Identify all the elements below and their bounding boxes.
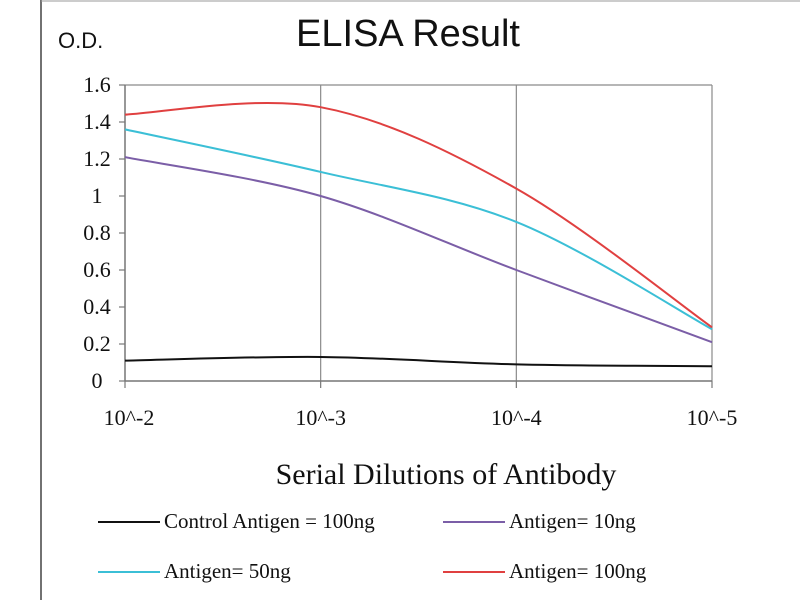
- grid-lines: [125, 84, 713, 381]
- legend-label: Antigen= 100ng: [509, 559, 647, 583]
- x-tick-label: 10^-3: [295, 405, 346, 430]
- x-tick-label: 10^-4: [491, 405, 542, 430]
- series-lines: [124, 101, 713, 368]
- y-tick-label: 0.6: [83, 257, 111, 282]
- y-tick-label: 1.6: [83, 72, 111, 97]
- legend-label: Control Antigen = 100ng: [164, 509, 375, 533]
- y-tick-label: 1.4: [83, 109, 111, 134]
- y-tick-labels: 0 0.2 0.4 0.6 0.8 1 1.2 1.4 1.6: [83, 72, 111, 393]
- chart-title: ELISA Result: [296, 13, 520, 55]
- y-axis-label: O.D.: [58, 28, 103, 53]
- y-tick-label: 0.8: [83, 220, 111, 245]
- y-tick-label: 1.2: [83, 146, 111, 171]
- y-tick-label: 1: [92, 183, 103, 208]
- x-tick-label: 10^-5: [687, 405, 738, 430]
- legend-label: Antigen= 10ng: [509, 509, 636, 533]
- series-line: [124, 355, 713, 368]
- legend-label: Antigen= 50ng: [164, 559, 291, 583]
- y-tick-label: 0.4: [83, 294, 111, 319]
- legend: Control Antigen = 100ng Antigen= 10ng Anti…: [98, 509, 647, 583]
- y-tick-label: 0.2: [83, 331, 111, 356]
- series-line: [124, 128, 713, 331]
- x-tick-label: 10^-2: [104, 405, 155, 430]
- series-line: [124, 156, 713, 344]
- y-tick-label: 0: [92, 368, 103, 393]
- x-axis-label: Serial Dilutions of Antibody: [276, 458, 617, 491]
- series-line: [124, 101, 713, 329]
- axes: [119, 84, 713, 388]
- x-tick-labels: 10^-2 10^-3 10^-4 10^-5: [104, 405, 738, 430]
